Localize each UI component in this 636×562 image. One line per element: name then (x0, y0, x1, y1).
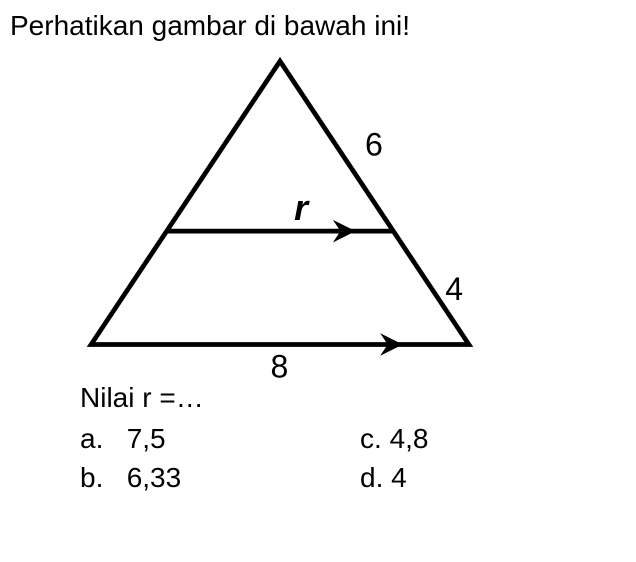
label-side-bottom-right: 4 (445, 271, 463, 307)
outer-triangle-path (91, 61, 469, 344)
options-column-left: a. 7,5 b. 6,33 (80, 419, 360, 497)
option-d: d. 4 (360, 458, 560, 497)
option-b-letter: b. (80, 462, 103, 493)
option-b-value: 6,33 (127, 462, 182, 493)
option-a-value: 7,5 (127, 423, 166, 454)
label-mid-r: r (294, 188, 310, 228)
option-c: c. 4,8 (360, 419, 560, 458)
label-base: 8 (271, 349, 289, 385)
option-d-value: 4 (391, 462, 407, 493)
option-c-letter: c. (360, 423, 382, 454)
option-a: a. 7,5 (80, 419, 360, 458)
option-d-letter: d. (360, 462, 383, 493)
triangle-svg: 6 4 8 r (70, 47, 490, 387)
option-c-value: 4,8 (390, 423, 429, 454)
triangle-diagram: 6 4 8 r (70, 47, 490, 387)
label-side-top-right: 6 (365, 127, 383, 163)
option-a-letter: a. (80, 423, 103, 454)
answer-options: a. 7,5 b. 6,33 c. 4,8 d. 4 (80, 419, 626, 497)
prompt-text: Perhatikan gambar di bawah ini! (10, 10, 626, 42)
option-b: b. 6,33 (80, 458, 360, 497)
options-column-right: c. 4,8 d. 4 (360, 419, 560, 497)
